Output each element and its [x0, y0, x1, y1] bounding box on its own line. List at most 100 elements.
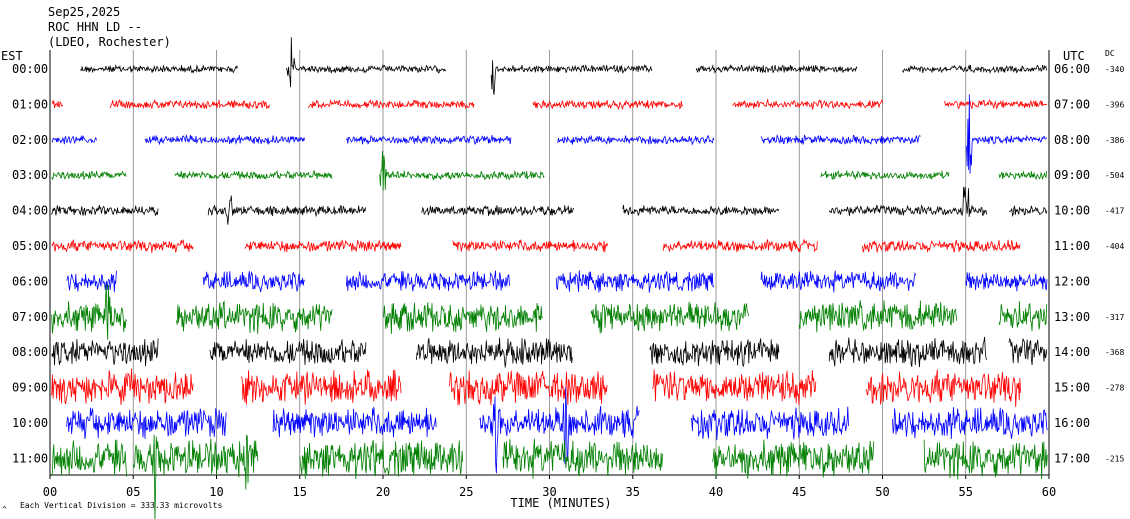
trace-row-8-seg-2 [415, 337, 573, 368]
est-label-2: 02:00 [12, 133, 48, 147]
x-tick-label-15: 15 [293, 485, 307, 499]
trace-row-7-seg-5 [998, 301, 1048, 332]
trace-row-10-seg-3 [690, 406, 849, 441]
trace-row-7-seg-4 [798, 300, 958, 333]
trace-row-10-seg-4 [892, 407, 1048, 440]
trace-row-4-seg-1 [207, 195, 367, 225]
utc-label-11: 17:00 [1054, 451, 1090, 465]
trace-layer [51, 37, 1048, 519]
trace-row-2-seg-1 [144, 134, 305, 146]
dc-value-5: -404 [1105, 242, 1124, 251]
trace-row-8-seg-0 [51, 338, 159, 367]
utc-label-1: 07:00 [1054, 97, 1090, 111]
dc-value-3: -504 [1105, 171, 1124, 180]
utc-label-0: 06:00 [1054, 62, 1090, 76]
trace-row-1-seg-5 [943, 98, 1048, 110]
trace-row-7-seg-2 [382, 302, 543, 335]
x-axis-title: TIME (MINUTES) [510, 496, 611, 510]
trace-row-11-seg-1 [132, 434, 259, 519]
utc-label-10: 16:00 [1054, 416, 1090, 430]
trace-row-10-seg-1 [272, 406, 437, 438]
trace-row-9-seg-2 [449, 370, 608, 406]
x-tick-label-25: 25 [459, 485, 473, 499]
trace-row-2-seg-3 [557, 134, 715, 146]
utc-label-3: 09:00 [1054, 168, 1090, 182]
utc-label-6: 12:00 [1054, 274, 1090, 288]
utc-label-5: 11:00 [1054, 239, 1090, 253]
trace-row-8-seg-4 [828, 336, 988, 368]
est-label-5: 05:00 [12, 239, 48, 253]
trace-row-11-seg-0 [51, 439, 127, 477]
trace-row-9-seg-3 [652, 369, 817, 406]
dc-value-11: -215 [1105, 454, 1124, 463]
utc-label-4: 10:00 [1054, 204, 1090, 218]
est-label-7: 07:00 [12, 310, 48, 324]
trace-row-2-seg-5 [965, 94, 1047, 174]
trace-row-9-seg-1 [241, 369, 402, 405]
trace-row-3-seg-0 [51, 170, 127, 180]
trace-row-6-seg-1 [202, 271, 305, 293]
trace-row-2-seg-0 [51, 135, 97, 145]
trace-row-0-seg-4 [902, 64, 1048, 74]
trace-row-4-seg-3 [622, 204, 780, 217]
est-label-11: 11:00 [12, 451, 48, 465]
trace-row-6-seg-2 [346, 270, 510, 292]
est-label-1: 01:00 [12, 97, 48, 111]
trace-row-8-seg-5 [1008, 337, 1048, 366]
trace-row-5-seg-0 [51, 239, 194, 253]
trace-row-5-seg-1 [244, 239, 402, 253]
dc-value-1: -396 [1105, 100, 1124, 109]
trace-row-3-seg-2 [379, 150, 545, 191]
trace-row-10-seg-0 [66, 407, 227, 439]
est-label-6: 06:00 [12, 274, 48, 288]
est-label-10: 10:00 [12, 416, 48, 430]
trace-row-0-seg-2 [490, 60, 653, 95]
x-tick-label-20: 20 [376, 485, 390, 499]
header-date: Sep25,2025 [48, 5, 120, 19]
trace-row-0-seg-3 [695, 63, 858, 74]
trace-row-2-seg-2 [346, 134, 512, 145]
right-timezone-label: UTC [1063, 49, 1085, 63]
dc-value-0: -340 [1105, 65, 1124, 74]
trace-row-6-seg-0 [66, 270, 117, 293]
est-label-0: 00:00 [12, 62, 48, 76]
trace-row-7-seg-3 [590, 301, 749, 334]
x-tick-label-50: 50 [875, 485, 889, 499]
x-tick-label-05: 05 [126, 485, 140, 499]
trace-row-4-seg-4 [828, 186, 988, 217]
trace-row-6-seg-5 [965, 272, 1048, 292]
trace-row-2-seg-4 [760, 133, 921, 146]
dc-value-8: -368 [1105, 348, 1124, 357]
utc-label-2: 08:00 [1054, 133, 1090, 147]
trace-row-1-seg-0 [51, 100, 64, 109]
x-tick-label-35: 35 [626, 485, 640, 499]
x-tick-label-55: 55 [959, 485, 973, 499]
trace-row-8-seg-1 [209, 338, 367, 365]
trace-row-9-seg-4 [865, 369, 1021, 407]
trace-row-11-seg-2 [299, 440, 464, 480]
trace-row-4-seg-2 [421, 205, 575, 216]
trace-row-3-seg-1 [174, 169, 333, 181]
trace-row-7-seg-0 [51, 284, 127, 340]
dc-value-9: -278 [1105, 384, 1124, 393]
trace-row-1-seg-3 [532, 99, 684, 111]
trace-row-1-seg-1 [109, 98, 270, 110]
trace-row-1-seg-2 [307, 98, 475, 110]
trace-row-5-seg-3 [662, 239, 818, 253]
x-tick-label-30: 30 [542, 485, 556, 499]
x-tick-label-45: 45 [792, 485, 806, 499]
trace-row-9-seg-0 [51, 368, 194, 405]
dc-value-4: -417 [1105, 207, 1124, 216]
trace-row-10-seg-2 [479, 387, 640, 474]
header-station: ROC HHN LD -- [48, 20, 142, 34]
trace-row-4-seg-0 [51, 204, 159, 217]
est-label-9: 09:00 [12, 381, 48, 395]
trace-row-11-seg-4 [712, 439, 875, 479]
header-network: (LDEO, Rochester) [48, 35, 171, 49]
corner-mark: ^ [2, 505, 7, 514]
utc-label-9: 15:00 [1054, 381, 1090, 395]
est-label-3: 03:00 [12, 168, 48, 182]
est-label-4: 04:00 [12, 204, 48, 218]
trace-row-0-seg-1 [286, 37, 447, 88]
